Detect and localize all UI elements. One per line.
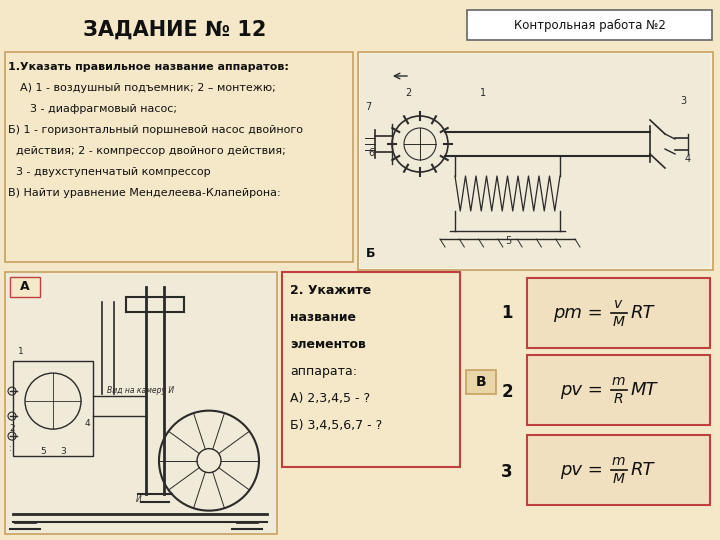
Text: аппарата:: аппарата: — [290, 365, 357, 378]
Text: А: А — [20, 280, 30, 294]
Bar — [527, 355, 710, 425]
Text: m: m — [612, 374, 625, 388]
Text: В) Найти уравнение Менделеева-Клапейрона:: В) Найти уравнение Менделеева-Клапейрона… — [8, 188, 281, 198]
Text: 3 - двухступенчатый компрессор: 3 - двухступенчатый компрессор — [16, 167, 211, 177]
Text: :: : — [9, 444, 12, 453]
Bar — [467, 10, 712, 40]
Text: 2. Укажите: 2. Укажите — [290, 284, 372, 297]
Text: Б: Б — [366, 247, 376, 260]
Bar — [5, 272, 277, 534]
Text: v: v — [614, 297, 623, 311]
Text: 4: 4 — [85, 419, 91, 428]
Text: M: M — [613, 315, 624, 329]
Text: 3: 3 — [60, 447, 66, 456]
Text: А) 2,3,4,5 - ?: А) 2,3,4,5 - ? — [290, 392, 370, 405]
Text: 1: 1 — [480, 88, 486, 98]
Text: RT: RT — [631, 461, 654, 479]
Bar — [360, 54, 710, 268]
Text: pv =: pv = — [560, 381, 608, 399]
Text: Контрольная работа №2: Контрольная работа №2 — [514, 18, 666, 31]
Text: ЗАДАНИЕ № 12: ЗАДАНИЕ № 12 — [84, 20, 266, 40]
Text: 3 - диафрагмовый насос;: 3 - диафрагмовый насос; — [30, 104, 177, 114]
Text: R: R — [613, 392, 624, 406]
Text: Б) 3,4,5,6,7 - ?: Б) 3,4,5,6,7 - ? — [290, 419, 382, 432]
Text: В: В — [476, 375, 486, 389]
Text: 2: 2 — [501, 383, 513, 401]
Bar — [527, 435, 710, 505]
Text: И: И — [136, 495, 142, 504]
Bar — [358, 52, 713, 270]
Text: RT: RT — [631, 304, 654, 322]
Text: 1: 1 — [501, 304, 513, 322]
Text: название: название — [290, 311, 356, 324]
Text: M: M — [613, 472, 624, 486]
Text: 3: 3 — [680, 96, 686, 106]
Text: 5: 5 — [505, 236, 511, 246]
Text: Вид на камеру И: Вид на камеру И — [107, 386, 174, 395]
Text: Б) 1 - горизонтальный поршневой насос двойного: Б) 1 - горизонтальный поршневой насос дв… — [8, 125, 303, 135]
Text: 3: 3 — [501, 463, 513, 481]
Bar — [282, 272, 460, 467]
Text: 2: 2 — [9, 424, 14, 433]
Text: 6: 6 — [368, 148, 374, 158]
Bar — [10, 277, 40, 297]
Text: 5: 5 — [40, 447, 46, 456]
Bar — [13, 361, 93, 456]
Text: MT: MT — [631, 381, 657, 399]
Bar — [527, 278, 710, 348]
Text: элементов: элементов — [290, 338, 366, 351]
Text: 1.Указать правильное название аппаратов:: 1.Указать правильное название аппаратов: — [8, 62, 289, 72]
Text: 4: 4 — [685, 154, 691, 164]
Bar — [5, 52, 353, 262]
Text: А) 1 - воздушный подъемник; 2 – монтежю;: А) 1 - воздушный подъемник; 2 – монтежю; — [20, 83, 276, 93]
Text: действия; 2 - компрессор двойного действия;: действия; 2 - компрессор двойного действ… — [16, 146, 286, 156]
Text: 7: 7 — [365, 102, 371, 112]
Text: m: m — [612, 454, 625, 468]
Text: pv =: pv = — [560, 461, 608, 479]
Bar — [466, 370, 496, 394]
Text: 2: 2 — [405, 88, 411, 98]
Text: 1: 1 — [18, 347, 24, 356]
Text: pm =: pm = — [553, 304, 608, 322]
